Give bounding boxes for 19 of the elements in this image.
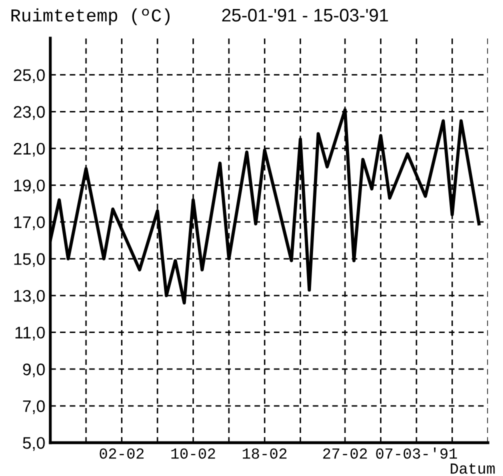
x-tick-label: 18-02 [242,448,286,459]
y-tick-label: 9,0 [23,364,45,378]
x-tick-label: 02-02 [100,448,144,459]
y-axis-title: Ruimtetemp (ºC) [11,8,170,26]
y-tick-label: 19,0 [14,180,45,194]
y-tick-label: 17,0 [14,216,45,230]
y-tick-label: 7,0 [23,400,45,414]
y-tick-label: 13,0 [14,290,45,304]
y-tick-label: 5,0 [22,437,45,451]
x-tick-label: 10-02 [171,448,216,459]
y-tick-label: 11,0 [16,326,45,341]
y-tick-label: 21,0 [14,142,45,157]
x-tick-label: 27-02 [323,448,367,459]
y-tick-label: 23,0 [14,106,45,120]
y-tick-label: 15,0 [14,253,45,267]
y-tick-label: 25,0 [14,69,45,84]
x-tick-label: 07-03-'91 [376,448,457,459]
x-axis-title: Datum [450,463,495,474]
chart-title: 25-01-'91 - 15-03-'91 [222,8,388,22]
